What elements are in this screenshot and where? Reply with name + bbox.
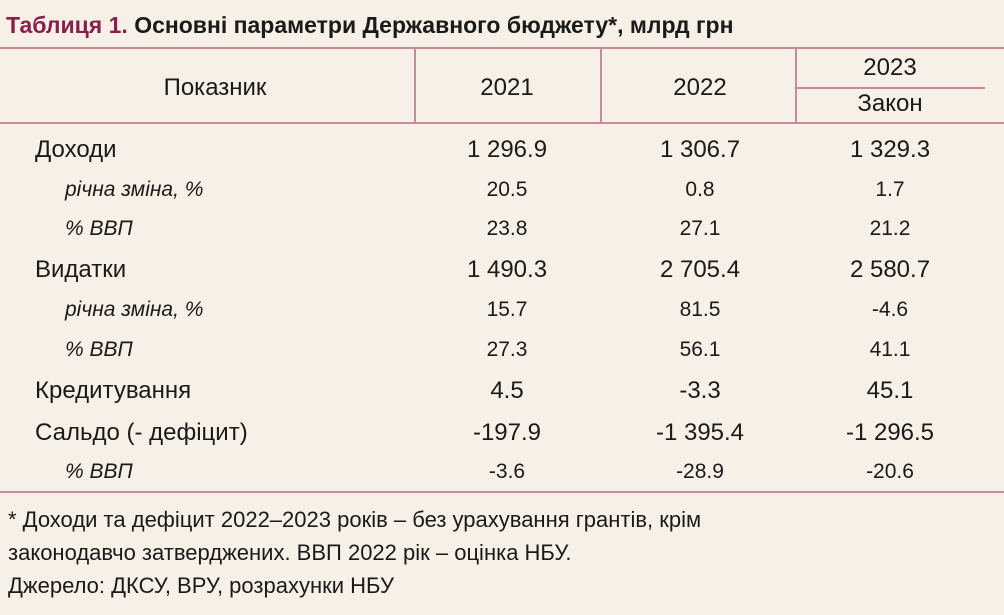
divider <box>795 49 797 122</box>
row-label: Кредитування <box>35 377 192 404</box>
header-cell: Закон <box>857 90 923 117</box>
rule <box>0 122 1004 124</box>
footnote: * Доходи та дефіцит 2022–2023 років – бе… <box>8 507 702 532</box>
value-cell: -28.9 <box>676 460 724 483</box>
value-cell: 56.1 <box>679 338 721 361</box>
header-cell: 2021 <box>480 74 534 101</box>
header-cell: Показник <box>163 74 267 101</box>
row-label: % ВВП <box>65 338 133 361</box>
value-cell: 81.5 <box>679 298 721 321</box>
value-cell: 1 329.3 <box>849 136 931 163</box>
divider <box>600 49 602 122</box>
row-label: % ВВП <box>65 460 133 483</box>
value-cell: 45.1 <box>866 377 914 404</box>
value-cell: 1 296.9 <box>466 136 548 163</box>
value-cell: 21.2 <box>869 217 911 240</box>
header-cell: 2023 <box>863 54 917 81</box>
value-cell: 27.3 <box>486 338 528 361</box>
value-cell: -197.9 <box>472 419 542 446</box>
row-label: Сальдо (- дефіцит) <box>35 419 248 446</box>
value-cell: -1 296.5 <box>845 419 935 446</box>
rule <box>0 491 1004 493</box>
rule <box>0 47 1004 49</box>
title: Таблиця 1. Основні параметри Державного … <box>6 12 733 39</box>
row-label: Видатки <box>35 256 127 283</box>
row-label: Доходи <box>35 136 117 163</box>
title-label: Таблиця 1. <box>6 12 128 38</box>
value-cell: 0.8 <box>685 178 715 201</box>
value-cell: -20.6 <box>866 460 914 483</box>
value-cell: -3.3 <box>679 377 721 404</box>
row-label: % ВВП <box>65 217 133 240</box>
value-cell: 1 306.7 <box>659 136 741 163</box>
footnote: Джерело: ДКСУ, ВРУ, розрахунки НБУ <box>8 573 394 598</box>
value-cell: 15.7 <box>486 298 528 321</box>
footnote: законодавчо затверджених. ВВП 2022 рік –… <box>8 540 572 565</box>
value-cell: 20.5 <box>486 178 528 201</box>
value-cell: -3.6 <box>488 460 526 483</box>
value-cell: 1.7 <box>875 178 905 201</box>
rule <box>795 87 985 89</box>
value-cell: 2 705.4 <box>659 256 741 283</box>
value-cell: 2 580.7 <box>849 256 931 283</box>
row-label: річна зміна, % <box>65 178 204 201</box>
value-cell: 23.8 <box>486 217 528 240</box>
divider <box>414 49 416 122</box>
value-cell: -1 395.4 <box>655 419 745 446</box>
header-cell: 2022 <box>673 74 727 101</box>
value-cell: -4.6 <box>871 298 909 321</box>
title-text: Основні параметри Державного бюджету*, м… <box>134 12 734 38</box>
value-cell: 1 490.3 <box>466 256 548 283</box>
value-cell: 4.5 <box>490 377 524 404</box>
row-label: річна зміна, % <box>65 298 204 321</box>
value-cell: 41.1 <box>869 338 911 361</box>
value-cell: 27.1 <box>679 217 721 240</box>
